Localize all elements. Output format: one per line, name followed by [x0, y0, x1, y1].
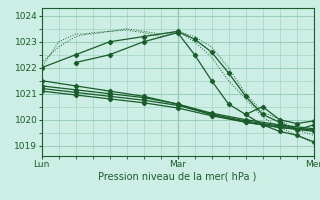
X-axis label: Pression niveau de la mer( hPa ): Pression niveau de la mer( hPa ): [99, 172, 257, 182]
